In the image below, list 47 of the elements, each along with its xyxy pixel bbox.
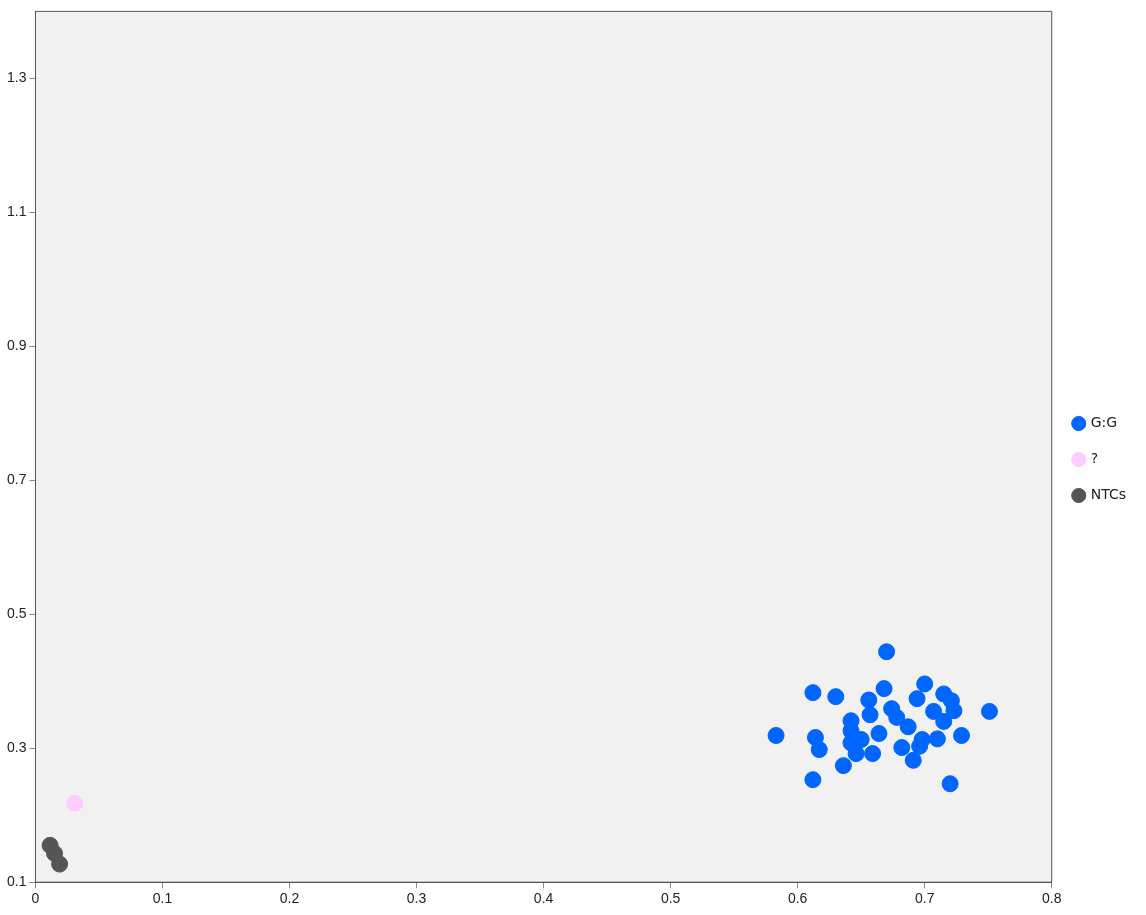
point — [899, 718, 917, 736]
point — [847, 745, 865, 763]
point — [953, 727, 971, 744]
x-tick-label: 0 — [31, 890, 40, 907]
x-tick-label: 0.6 — [787, 890, 808, 907]
point — [861, 706, 879, 724]
x-tick-label: 0.3 — [406, 890, 427, 907]
point — [935, 712, 953, 730]
legend-label: NTCs — [1090, 486, 1127, 503]
point — [875, 680, 893, 698]
point — [945, 702, 963, 720]
point — [767, 727, 785, 744]
x-tick-label: 0.2 — [279, 890, 300, 907]
legend-label: ? — [1090, 450, 1099, 467]
point — [941, 775, 959, 793]
x-tick-label: 0.4 — [533, 890, 554, 907]
y-tick-label: 1.3 — [6, 69, 27, 86]
point — [66, 794, 84, 812]
point — [980, 702, 998, 720]
point — [925, 702, 943, 720]
point — [804, 771, 822, 789]
y-tick-label: 1.1 — [6, 203, 27, 220]
y-tick-label: 0.3 — [6, 739, 27, 756]
point — [878, 643, 896, 661]
legend-label: G:G — [1090, 414, 1118, 431]
point — [893, 739, 911, 757]
point — [928, 730, 946, 748]
point — [804, 684, 822, 702]
point — [864, 745, 882, 763]
point — [834, 757, 852, 775]
point — [904, 751, 922, 769]
y-tick-label: 0.9 — [6, 337, 27, 354]
point — [888, 708, 906, 726]
point — [870, 724, 888, 742]
y-tick-label: 0.5 — [6, 605, 27, 622]
point — [908, 690, 926, 708]
point — [51, 855, 69, 873]
point — [916, 675, 934, 693]
point — [860, 691, 878, 709]
x-tick-label: 0.5 — [660, 890, 681, 907]
point — [827, 688, 845, 706]
x-tick-label: 0.8 — [1041, 890, 1062, 907]
y-tick-label: 0.7 — [6, 471, 27, 488]
y-tick-label: 0.1 — [6, 873, 27, 890]
point — [810, 741, 828, 759]
x-tick-label: 0.1 — [152, 890, 173, 907]
x-tick-label: 0.7 — [914, 890, 935, 907]
